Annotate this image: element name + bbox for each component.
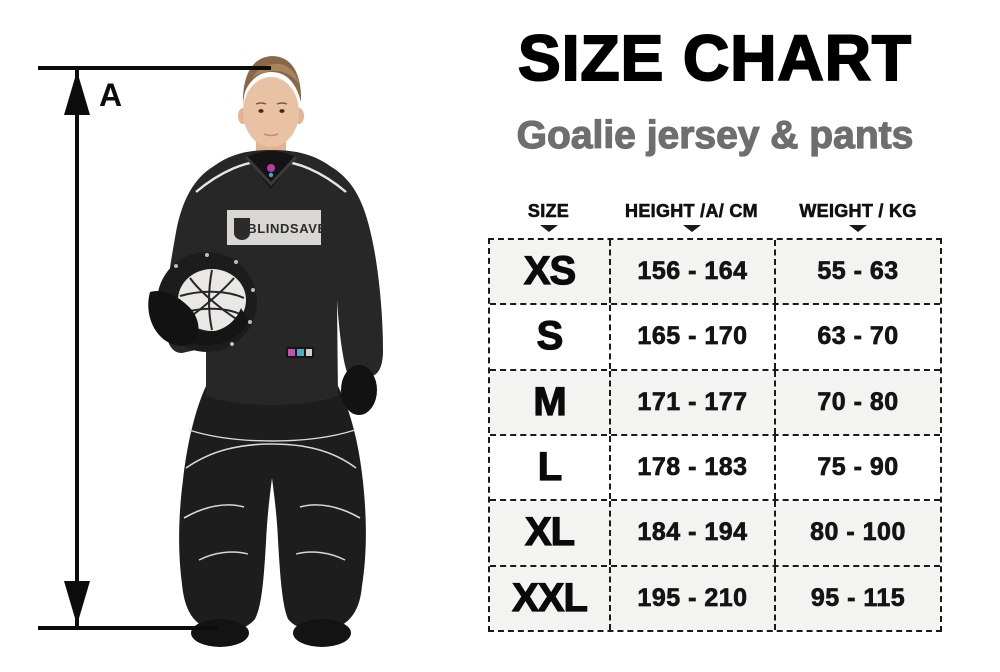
height-measurement-arrow: A <box>38 66 271 630</box>
column-header-height: HEIGHT /A/ CM <box>609 200 774 232</box>
table-row: XL 184 - 194 80 - 100 <box>490 501 940 567</box>
goalie-head <box>238 56 304 164</box>
column-label: HEIGHT /A/ CM <box>625 201 758 222</box>
weight-cell: 95 - 115 <box>774 566 940 630</box>
weight-cell: 80 - 100 <box>774 501 940 565</box>
height-cell: 156 - 164 <box>609 240 774 304</box>
weight-cell: 63 - 70 <box>774 305 940 369</box>
height-cell: 178 - 183 <box>609 435 774 500</box>
goalie-illustration: BLINDSAVE <box>38 56 383 647</box>
jersey-logo-text: BLINDSAVE <box>247 221 327 236</box>
page-title: SIZE CHART <box>517 22 912 94</box>
goalie-shoe-right <box>293 619 351 647</box>
column-header-weight: WEIGHT / KG <box>774 200 942 232</box>
table-row: XS 156 - 164 55 - 63 <box>490 240 940 306</box>
size-cell: L <box>537 445 563 490</box>
height-cell: 171 - 177 <box>609 370 774 434</box>
table-row: L 178 - 183 75 - 90 <box>490 435 940 502</box>
column-header-size: SIZE <box>488 200 609 232</box>
size-cell: S <box>536 314 564 359</box>
weight-cell: 70 - 80 <box>774 370 940 434</box>
size-table: XS 156 - 164 55 - 63 S 165 - 170 63 - 70… <box>488 238 942 632</box>
goalie-glove-right <box>341 365 377 415</box>
table-row: M 171 - 177 70 - 80 <box>490 370 940 436</box>
column-pointer-icon <box>539 225 558 232</box>
goalie-glove-left <box>148 290 199 346</box>
size-chart-panel: SIZE CHART Goalie jersey & pants SIZE HE… <box>488 0 942 672</box>
weight-cell: 55 - 63 <box>774 240 940 304</box>
height-cell: 184 - 194 <box>609 501 774 565</box>
jersey-logo-banner: BLINDSAVE <box>227 210 327 245</box>
page-subtitle: Goalie jersey & pants <box>516 113 914 157</box>
height-cell: 165 - 170 <box>609 305 774 369</box>
column-label: SIZE <box>527 201 570 222</box>
height-cell: 195 - 210 <box>609 566 774 630</box>
goalie-photo: BLINDSAVE <box>0 0 470 672</box>
size-cell: XL <box>524 510 575 555</box>
size-cell: XXL <box>511 575 588 620</box>
column-pointer-icon <box>682 225 701 232</box>
size-cell: XS <box>523 249 577 294</box>
size-cell: M <box>533 379 568 424</box>
column-pointer-icon <box>849 225 867 232</box>
weight-cell: 75 - 90 <box>774 435 940 500</box>
column-label: WEIGHT / KG <box>799 201 917 222</box>
goalie-shoe-left <box>191 619 249 647</box>
jersey-hem-tag <box>286 347 314 358</box>
table-header-row: SIZE HEIGHT /A/ CM WEIGHT / KG <box>488 200 942 232</box>
table-row: XXL 195 - 210 95 - 115 <box>490 566 940 630</box>
goalie-pants <box>179 386 366 631</box>
table-row: S 165 - 170 63 - 70 <box>490 305 940 371</box>
measurement-label: A <box>99 77 122 113</box>
blindsave-shield-icon <box>234 218 250 240</box>
